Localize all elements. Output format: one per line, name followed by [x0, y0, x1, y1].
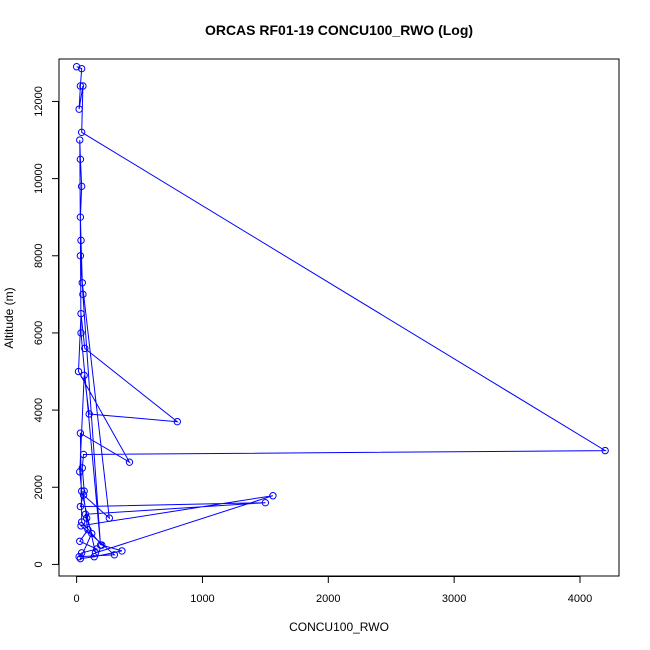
data-point — [77, 182, 86, 191]
y-tick-label: 12000 — [33, 86, 45, 117]
data-point — [173, 417, 181, 426]
data-point — [75, 105, 83, 113]
data-point — [85, 410, 93, 418]
data-point — [79, 290, 87, 299]
plot-frame — [58, 58, 620, 577]
data-point — [76, 82, 85, 90]
x-tick-label: 0 — [74, 593, 80, 605]
data-point — [93, 545, 101, 553]
data-point — [80, 487, 88, 495]
data-point — [76, 155, 85, 164]
y-tick-label: 0 — [33, 561, 45, 567]
y-axis-label: Altitude (m) — [2, 287, 16, 348]
data-point — [96, 541, 105, 549]
data-point — [82, 514, 91, 522]
data-point — [76, 136, 84, 144]
x-tick-label: 3000 — [442, 593, 466, 605]
data-point — [80, 371, 88, 380]
x-axis-label: CONCU100_RWO — [289, 620, 389, 634]
data-point — [84, 526, 92, 534]
data-point — [77, 64, 86, 73]
data-point — [261, 498, 270, 507]
y-axis: 0 2000 4000 6000 8000 10000 12000 — [33, 86, 59, 567]
data-point — [110, 551, 119, 559]
data-point — [77, 487, 86, 495]
data-point — [74, 367, 83, 376]
data-point — [72, 63, 81, 71]
x-axis: 0 1000 2000 3000 4000 — [74, 576, 592, 605]
y-tick-label: 4000 — [33, 398, 45, 422]
data-point — [601, 446, 609, 455]
data-point — [78, 464, 86, 472]
chart-title: ORCAS RF01-19 CONCU100_RWO (Log) — [205, 22, 473, 38]
data-point — [118, 547, 126, 555]
series-line — [76, 66, 607, 560]
data-point — [125, 458, 134, 466]
data-point — [75, 553, 83, 561]
data-point — [77, 522, 85, 530]
data-point — [77, 309, 85, 318]
y-tick-label: 8000 — [33, 244, 45, 268]
data-point — [76, 468, 84, 476]
data-point — [76, 213, 85, 221]
data-point — [78, 279, 86, 287]
data-point — [79, 450, 88, 459]
y-tick-label: 2000 — [33, 475, 45, 499]
data-point — [81, 344, 89, 353]
data-point — [76, 429, 85, 437]
data-point — [105, 514, 114, 522]
data-point — [77, 236, 85, 245]
data-point — [77, 128, 86, 137]
data-point — [269, 492, 277, 500]
data-point — [76, 502, 85, 511]
data-point — [77, 518, 86, 526]
data-point — [88, 529, 96, 538]
data-point — [79, 82, 87, 90]
data-point — [81, 510, 90, 518]
data-point — [79, 491, 88, 499]
data-point — [90, 553, 98, 561]
y-tick-label: 10000 — [33, 163, 45, 194]
x-tick-label: 1000 — [190, 593, 214, 605]
y-tick-label: 6000 — [33, 321, 45, 345]
series-layer — [72, 63, 609, 563]
data-point — [91, 549, 100, 557]
x-tick-label: 4000 — [568, 593, 592, 605]
x-tick-label: 2000 — [316, 593, 340, 605]
data-point — [76, 252, 85, 260]
data-point — [76, 537, 84, 545]
data-point — [76, 554, 85, 563]
data-point — [77, 329, 85, 337]
